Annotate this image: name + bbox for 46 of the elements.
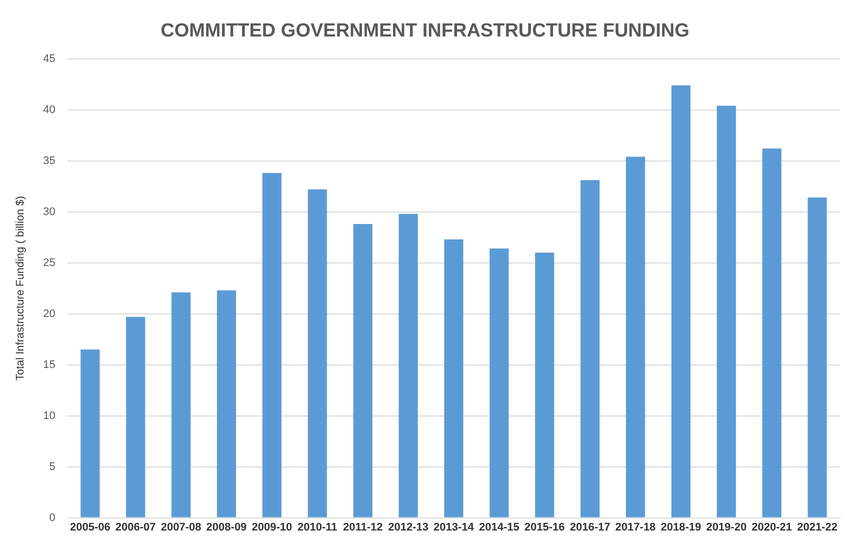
x-tick-label: 2011-12 xyxy=(342,521,383,534)
x-tick-label: 2016-17 xyxy=(570,521,610,534)
bar xyxy=(444,239,464,518)
x-tick-label: 2013-14 xyxy=(434,521,475,534)
bar xyxy=(808,198,827,518)
bar xyxy=(80,350,100,518)
bar xyxy=(172,292,191,518)
bar xyxy=(308,189,327,518)
x-tick-label: 2012-13 xyxy=(388,521,428,534)
bar xyxy=(580,180,600,518)
y-tick-label: 10 xyxy=(43,410,56,422)
x-tick-label: 2008-09 xyxy=(206,521,247,534)
bar xyxy=(126,316,146,518)
x-tick-label: 2010-11 xyxy=(298,521,338,534)
y-tick-label: 0 xyxy=(49,512,56,524)
x-tick-label: 2019-20 xyxy=(706,521,747,534)
x-tick-label: 2007-08 xyxy=(160,521,202,534)
x-tick-label: 2009-10 xyxy=(252,521,292,534)
y-tick-label: 40 xyxy=(43,104,56,116)
bar xyxy=(626,156,646,518)
bar xyxy=(490,248,509,518)
y-tick-label: 20 xyxy=(43,308,56,320)
x-tick-label: 2006-07 xyxy=(115,521,156,534)
x-tick-label: 2017-18 xyxy=(615,521,656,534)
x-tick-label: 2014-15 xyxy=(478,521,520,534)
bar xyxy=(216,290,236,518)
y-tick-label: 30 xyxy=(43,206,56,218)
x-tick-label: 2020-21 xyxy=(752,521,792,534)
y-tick-label: 45 xyxy=(43,52,56,65)
bar xyxy=(671,85,690,518)
y-tick-label: 25 xyxy=(43,256,56,269)
y-tick-label: 15 xyxy=(43,358,56,371)
y-tick-label: 5 xyxy=(49,460,56,473)
bar xyxy=(353,224,372,518)
y-axis-title: Total Infrastructure Funding ( billion $) xyxy=(14,196,27,381)
bar xyxy=(262,173,282,518)
bar xyxy=(535,252,554,518)
chart-title: COMMITTED GOVERNMENT INFRASTRUCTURE FUNDING xyxy=(160,20,690,42)
bar xyxy=(762,148,782,518)
bar xyxy=(716,106,736,518)
bar xyxy=(398,214,418,518)
x-tick-label: 2005-06 xyxy=(70,521,110,534)
x-tick-label: 2018-19 xyxy=(660,521,702,534)
y-tick-label: 35 xyxy=(43,154,56,167)
x-tick-label: 2015-16 xyxy=(524,521,565,534)
x-tick-label: 2021-22 xyxy=(797,521,838,534)
